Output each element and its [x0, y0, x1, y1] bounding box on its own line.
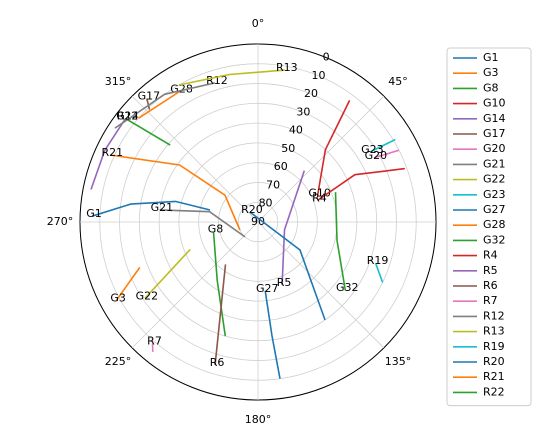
legend-label: G10	[483, 97, 506, 110]
legend-label: G20	[483, 142, 506, 155]
track-label: R19	[367, 254, 389, 267]
track	[212, 231, 227, 337]
track-label: G23	[361, 143, 384, 156]
track-label: G14	[116, 110, 139, 123]
track-label: G27	[256, 282, 279, 295]
track	[249, 211, 326, 321]
track	[370, 138, 396, 153]
legend-label: R21	[483, 370, 505, 383]
r-tick-label: 70	[266, 178, 280, 191]
r-tick-label: 60	[274, 160, 288, 173]
track	[125, 117, 171, 146]
legend-label: R12	[483, 309, 505, 322]
legend-label: G32	[483, 233, 506, 246]
track-label: G21	[151, 201, 174, 214]
legend-label: G17	[483, 127, 506, 140]
track-label: G22	[136, 289, 159, 302]
theta-tick-label: 225°	[105, 355, 132, 368]
theta-tick-label: 315°	[105, 75, 132, 88]
legend-label: G21	[483, 157, 506, 170]
legend-label: G3	[483, 66, 499, 79]
track-label: G1	[86, 207, 102, 220]
grid-spoke	[257, 221, 385, 349]
r-tick-label: 90	[251, 215, 265, 228]
track	[316, 100, 351, 196]
legend-label: G22	[483, 173, 506, 186]
legend-label: R7	[483, 294, 498, 307]
track-label: G20	[365, 149, 388, 162]
track-label: R5	[277, 276, 292, 289]
grid-spoke	[131, 95, 259, 223]
legend-label: R19	[483, 340, 505, 353]
legend-label: G14	[483, 112, 506, 125]
track	[110, 154, 241, 231]
track	[281, 170, 306, 285]
legend-label: R6	[483, 279, 498, 292]
theta-tick-label: 180°	[245, 413, 272, 426]
legend-label: R4	[483, 249, 498, 262]
track-label: R4	[312, 191, 327, 204]
legend: G1 G3 G8 G10 G14 G17 G20 G21 G22 G23 G27 G28 G32 R4 R5…	[446, 47, 532, 407]
track	[91, 200, 211, 217]
track-label: G32	[336, 281, 359, 294]
legend-label: G27	[483, 203, 506, 216]
track	[159, 209, 246, 238]
track-label: G3	[110, 292, 126, 305]
legend-label: G28	[483, 218, 506, 231]
track-label: R13	[276, 61, 298, 74]
track-label: R12	[206, 74, 228, 87]
r-tick-label: 20	[304, 87, 318, 100]
track	[90, 118, 127, 190]
track-label: G10	[308, 186, 331, 199]
grid-spoke	[257, 95, 385, 223]
legend-label: G8	[483, 81, 499, 94]
track-label: G8	[208, 222, 224, 235]
r-tick-label: 10	[312, 69, 326, 82]
track	[317, 167, 405, 202]
track	[264, 290, 281, 379]
r-tick-label: 50	[281, 142, 295, 155]
track	[114, 82, 216, 129]
track-label: R20	[241, 203, 263, 216]
track	[373, 149, 400, 159]
theta-tick-label: 270°	[47, 215, 74, 228]
track	[138, 90, 181, 119]
track-label: R22	[117, 110, 139, 123]
legend-label: R13	[483, 325, 505, 338]
r-tick-label: 40	[289, 124, 303, 137]
legend-label: G23	[483, 188, 506, 201]
track	[178, 69, 285, 86]
track	[374, 262, 384, 283]
theta-tick-label: 45°	[388, 75, 408, 88]
track	[144, 248, 191, 299]
r-tick-label: 80	[259, 197, 273, 210]
legend-label: R20	[483, 355, 505, 368]
legend-label: G1	[483, 51, 499, 64]
track	[214, 264, 227, 366]
legend-label: R5	[483, 264, 498, 277]
track-label: G17	[138, 90, 161, 103]
legend-label: R22	[483, 385, 505, 398]
track	[146, 98, 151, 110]
track	[334, 192, 347, 291]
track-label: R21	[101, 146, 123, 159]
r-tick-label: 30	[296, 105, 310, 118]
grid-spoke	[131, 221, 259, 349]
track-label: R6	[210, 356, 225, 369]
r-tick-label: 0	[323, 51, 330, 64]
theta-tick-label: 0°	[252, 17, 265, 30]
track	[115, 266, 141, 302]
track-label: R7	[147, 334, 162, 347]
theta-tick-label: 135°	[385, 355, 412, 368]
